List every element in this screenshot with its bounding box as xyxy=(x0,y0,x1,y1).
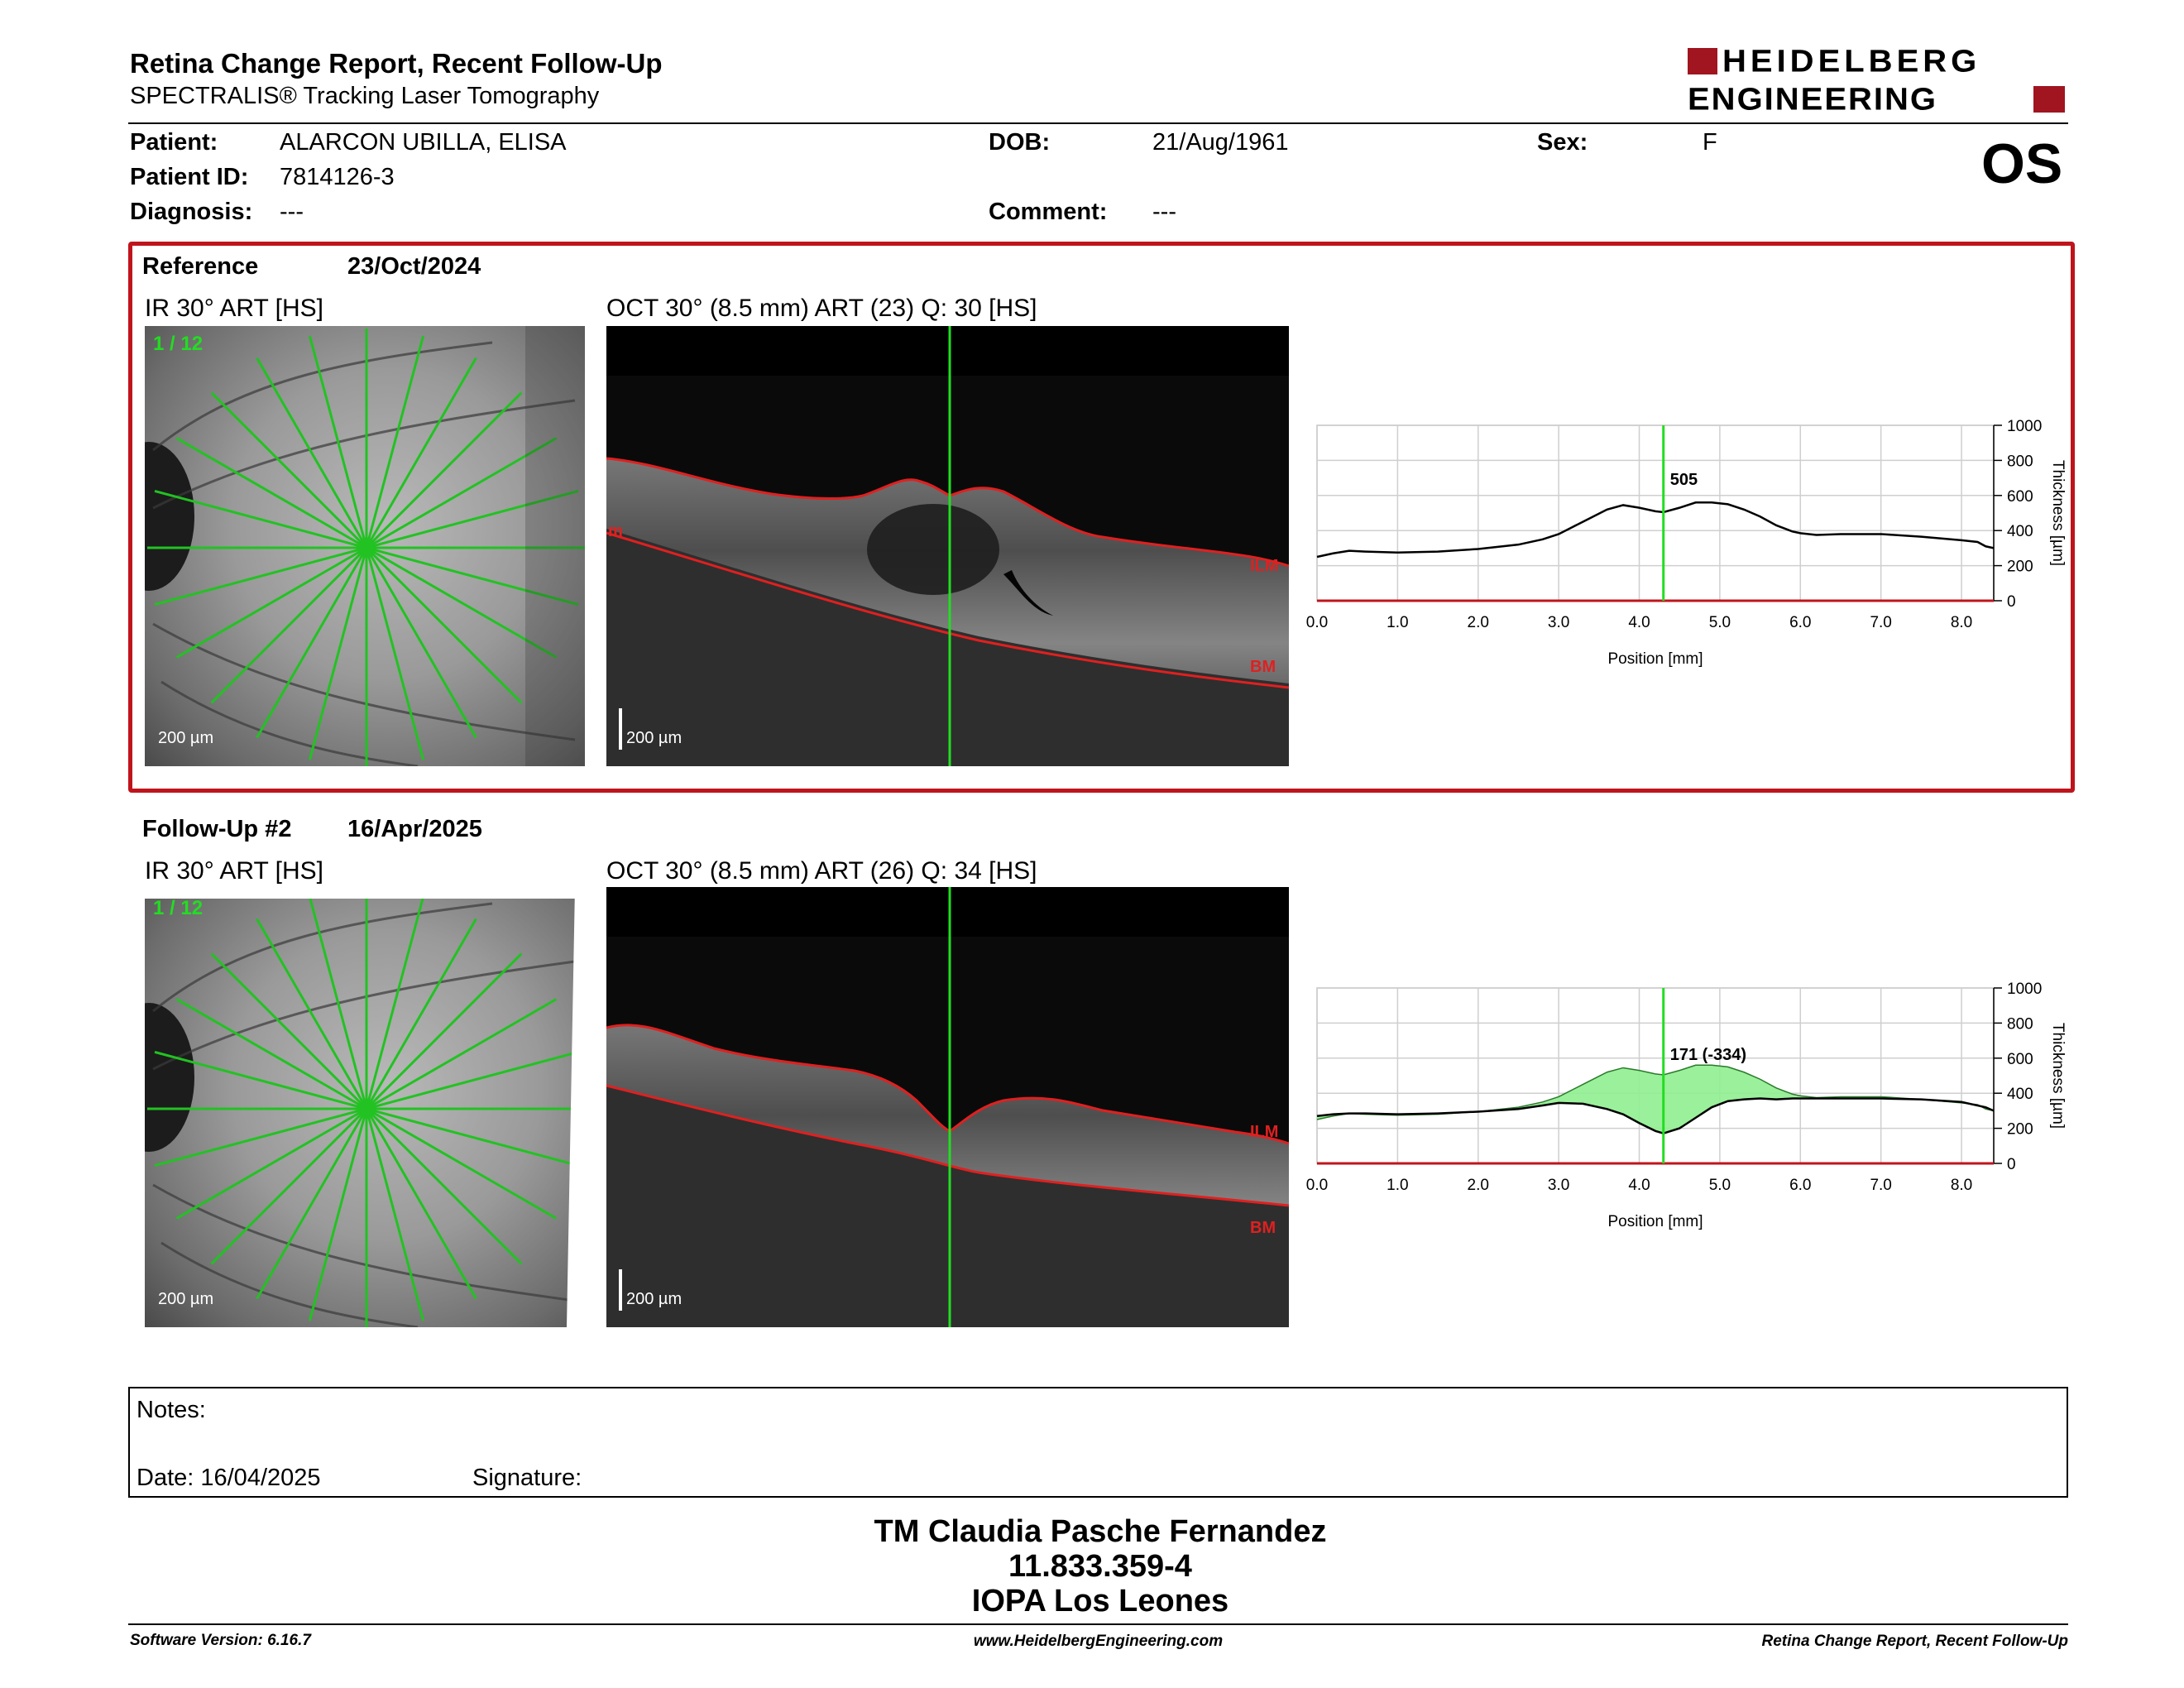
x-tick-label: 0.0 xyxy=(1306,614,1328,631)
dob-label: DOB: xyxy=(989,129,1051,156)
notes-box[interactable] xyxy=(128,1387,2068,1498)
footer-software-version: Software Version: 6.16.7 xyxy=(130,1632,311,1649)
y-tick-label: 200 xyxy=(2007,559,2033,576)
followup-ir-fundus-image[interactable]: 1 / 12 200 µm xyxy=(145,887,585,1327)
x-tick-label: 8.0 xyxy=(1951,1177,1972,1194)
x-tick-label: 1.0 xyxy=(1387,614,1408,631)
followup-scan-index: 1 / 12 xyxy=(153,897,204,919)
followup-label: Follow-Up #2 xyxy=(142,816,292,842)
followup-bm-label: BM xyxy=(1250,1219,1276,1237)
x-tick-label: 7.0 xyxy=(1870,1177,1891,1194)
plot-area xyxy=(1316,424,1995,602)
y-tick-label: 400 xyxy=(2007,1086,2033,1103)
patient-id: 7814126-3 xyxy=(280,164,395,190)
scan-center-dot xyxy=(358,1101,375,1117)
followup-thickness-chart: 0.0 1.0 2.0 3.0 4.0 5.0 6.0 7.0 8.0 0 200 400 600 800… xyxy=(1306,981,2067,1230)
followup-ir-title: IR 30° ART [HS] xyxy=(145,857,323,885)
x-tick-label: 6.0 xyxy=(1789,1177,1811,1194)
signature-id: 11.833.359-4 xyxy=(1008,1549,1192,1584)
followup-ir-scale-bar: 200 µm xyxy=(158,1290,214,1308)
x-tick-label: 7.0 xyxy=(1870,614,1891,631)
reference-ir-scale-bar: 200 µm xyxy=(158,729,214,747)
x-axis-label: Position [mm] xyxy=(1607,650,1703,668)
footer-website-link[interactable]: www.HeidelbergEngineering.com xyxy=(973,1633,1224,1650)
marker-value-label: 171 (-334) xyxy=(1670,1046,1746,1064)
sex-value: F xyxy=(1703,129,1717,156)
reference-label: Reference xyxy=(142,253,259,280)
reference-bm-label: BM xyxy=(1250,658,1276,676)
y-tick-label: 200 xyxy=(2007,1121,2033,1139)
y-tick-label: 800 xyxy=(2007,453,2033,470)
x-tick-label: 2.0 xyxy=(1468,1177,1489,1194)
followup-ilm-label: ILM xyxy=(1250,1123,1279,1141)
sex-label: Sex: xyxy=(1537,129,1588,156)
x-tick-label: 8.0 xyxy=(1951,614,1972,631)
thickness-series-line xyxy=(1316,501,1995,559)
footer-report-name: Retina Change Report, Recent Follow-Up xyxy=(1761,1633,2068,1650)
reference-oct-scale-bar xyxy=(619,708,622,750)
patient-id-label: Patient ID: xyxy=(130,164,249,190)
y-tick-label: 1000 xyxy=(2007,981,2042,998)
followup-oct-scale-bar xyxy=(619,1269,622,1311)
heidelberg-logo: HEIDELBERG ENGINEERING xyxy=(1688,43,2068,117)
y-tick-label: 400 xyxy=(2007,523,2033,540)
x-tick-label: 4.0 xyxy=(1628,1177,1650,1194)
notes-date: Date: 16/04/2025 xyxy=(136,1465,321,1491)
eye-label: OS xyxy=(1981,132,2063,195)
x-tick-label: 5.0 xyxy=(1709,614,1731,631)
followup-date: 16/Apr/2025 xyxy=(347,816,482,842)
x-tick-label: 2.0 xyxy=(1468,614,1489,631)
y-axis-label: Thickness [µm] xyxy=(2049,460,2067,566)
reference-ilm-label: ILM xyxy=(1250,557,1279,575)
x-tick-label: 1.0 xyxy=(1387,1177,1408,1194)
scan-center-dot xyxy=(358,539,375,556)
signature-label: Signature: xyxy=(472,1465,582,1491)
followup-oct-title: OCT 30° (8.5 mm) ART (26) Q: 34 [HS] xyxy=(606,857,1037,885)
x-tick-label: 0.0 xyxy=(1306,1177,1328,1194)
patient-label: Patient: xyxy=(130,129,218,156)
reference-ir-fundus-image[interactable]: 1 / 12 200 µm xyxy=(145,326,585,766)
header-divider xyxy=(128,122,2068,124)
x-tick-label: 5.0 xyxy=(1709,1177,1731,1194)
footer-divider xyxy=(128,1623,2068,1625)
diagnosis-label: Diagnosis: xyxy=(130,199,253,225)
thickness-series-line xyxy=(1316,1097,1995,1135)
diagnosis-value: --- xyxy=(280,199,304,225)
reference-ir-title: IR 30° ART [HS] xyxy=(145,295,323,322)
reference-date: 23/Oct/2024 xyxy=(347,253,481,280)
y-tick-label: 600 xyxy=(2007,1051,2033,1068)
report-subtitle: SPECTRALIS® Tracking Laser Tomography xyxy=(130,83,600,109)
followup-oct-bscan-image[interactable]: ILM BM 200 µm xyxy=(606,887,1289,1327)
signature-institution: IOPA Los Leones xyxy=(971,1584,1229,1618)
reference-frame xyxy=(128,242,2075,793)
x-tick-label: 3.0 xyxy=(1548,614,1569,631)
reference-oct-scale-text: 200 µm xyxy=(626,729,682,747)
dob-value: 21/Aug/1961 xyxy=(1152,129,1289,156)
notes-label: Notes: xyxy=(136,1397,206,1423)
comment-label: Comment: xyxy=(989,199,1108,225)
patient-name: ALARCON UBILLA, ELISA xyxy=(280,129,567,156)
reference-thickness-chart: 0.0 1.0 2.0 3.0 4.0 5.0 6.0 7.0 8.0 0 200 400 600 800… xyxy=(1306,418,2067,668)
y-tick-label: 1000 xyxy=(2007,418,2042,435)
y-tick-label: 0 xyxy=(2007,1156,2016,1173)
x-axis-label: Position [mm] xyxy=(1607,1213,1703,1230)
signature-block: TM Claudia Pasche Fernandez 11.833.359-4… xyxy=(0,1514,2184,1618)
reference-scan-index: 1 / 12 xyxy=(153,333,204,355)
y-tick-label: 600 xyxy=(2007,488,2033,506)
x-tick-label: 3.0 xyxy=(1548,1177,1569,1194)
x-tick-label: 6.0 xyxy=(1789,614,1811,631)
signature-name: TM Claudia Pasche Fernandez xyxy=(874,1514,1327,1549)
y-axis-label: Thickness [µm] xyxy=(2049,1023,2067,1129)
reference-partial-layer-label: m xyxy=(608,522,623,540)
x-tick-label: 4.0 xyxy=(1628,614,1650,631)
y-tick-label: 800 xyxy=(2007,1015,2033,1033)
y-tick-label: 0 xyxy=(2007,593,2016,611)
report-title: Retina Change Report, Recent Follow-Up xyxy=(130,48,663,79)
followup-oct-scale-text: 200 µm xyxy=(626,1290,682,1308)
reference-oct-bscan-image[interactable]: m ILM BM 200 µm xyxy=(606,326,1289,766)
difference-area xyxy=(1317,1065,1994,1134)
marker-value-label: 505 xyxy=(1670,471,1698,489)
comment-value: --- xyxy=(1152,199,1176,225)
reference-oct-title: OCT 30° (8.5 mm) ART (23) Q: 30 [HS] xyxy=(606,295,1037,322)
